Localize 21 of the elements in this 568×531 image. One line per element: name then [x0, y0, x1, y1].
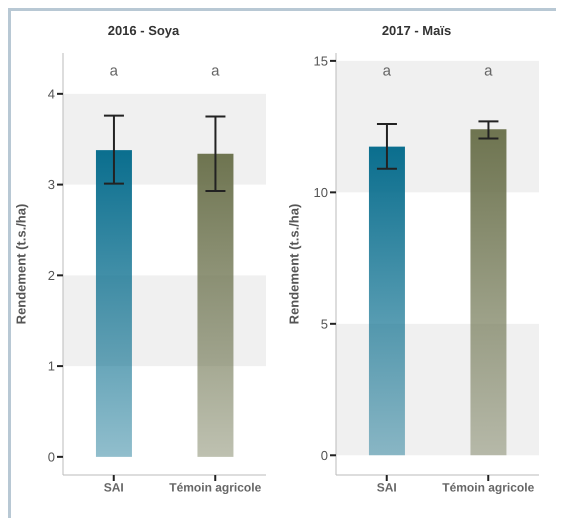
x-tick-label: SAI — [376, 480, 397, 495]
y-axis-title: Rendement (t.s./ha) — [286, 204, 302, 324]
y-tick-label: 15 — [314, 54, 328, 69]
x-tick-label: Témoin agricole — [169, 480, 262, 495]
annotation: a — [382, 62, 392, 80]
y-tick-label: 1 — [48, 358, 55, 374]
y-axis-title: Rendement (t.s./ha) — [14, 204, 29, 324]
annotation: a — [211, 62, 220, 80]
y-tick-label: 0 — [320, 448, 328, 463]
annotation: a — [484, 62, 494, 80]
y-tick-label: 5 — [320, 316, 328, 332]
y-tick-label: 10 — [314, 184, 328, 200]
y-tick-label: 3 — [48, 177, 55, 192]
y-tick-label: 0 — [48, 449, 55, 464]
x-tick-label: Témoin agricole — [442, 480, 535, 495]
y-tick-label: 2 — [48, 268, 55, 283]
chart-title: 2016 - Soya — [106, 22, 180, 40]
y-tick-label: 4 — [48, 86, 55, 102]
chart-title: 2017 - Maïs — [380, 22, 452, 40]
x-tick-label: SAI — [104, 480, 124, 495]
annotation: a — [110, 62, 119, 80]
